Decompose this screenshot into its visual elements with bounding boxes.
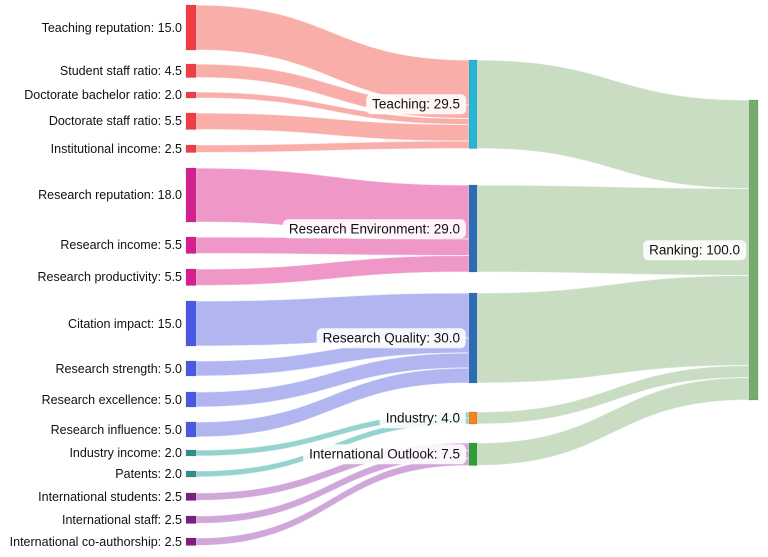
sankey-node-teaching-reputation[interactable]	[185, 4, 197, 51]
sankey-link-research-environment-to-ranking[interactable]	[476, 184, 750, 277]
sankey-node-research-reputation[interactable]	[185, 167, 197, 223]
sankey-node-international-co-authorship[interactable]	[185, 537, 197, 546]
sankey-link-citation-impact-to-research-quality[interactable]	[195, 292, 470, 347]
sankey-node-industry[interactable]	[468, 411, 478, 425]
sankey-link-research-income-to-research-environment[interactable]	[195, 236, 470, 257]
sankey-node-international-outlook[interactable]	[468, 442, 478, 466]
sankey-link-research-productivity-to-research-environment[interactable]	[195, 254, 470, 287]
sankey-node-institutional-income[interactable]	[185, 144, 197, 153]
sankey-link-teaching-to-ranking[interactable]	[476, 59, 750, 190]
sankey-node-research-excellence[interactable]	[185, 391, 197, 408]
sankey-link-research-reputation-to-research-environment[interactable]	[195, 167, 470, 240]
sankey-node-research-influence[interactable]	[185, 421, 197, 438]
sankey-node-research-productivity[interactable]	[185, 268, 197, 286]
sankey-link-institutional-income-to-teaching[interactable]	[195, 140, 470, 154]
sankey-node-international-staff[interactable]	[185, 515, 197, 524]
sankey-node-citation-impact[interactable]	[185, 300, 197, 347]
sankey-node-research-environment[interactable]	[468, 184, 478, 273]
sankey-node-ranking[interactable]	[748, 99, 759, 401]
sankey-node-international-students[interactable]	[185, 492, 197, 501]
sankey-node-research-income[interactable]	[185, 236, 197, 254]
sankey-node-patents[interactable]	[185, 470, 197, 478]
sankey-node-teaching[interactable]	[468, 59, 478, 149]
sankey-node-doctorate-staff-ratio[interactable]	[185, 112, 197, 130]
sankey-node-research-quality[interactable]	[468, 292, 478, 384]
sankey-node-doctorate-bachelor-ratio[interactable]	[185, 91, 197, 99]
sankey-node-student-staff-ratio[interactable]	[185, 63, 197, 78]
sankey-node-industry-income[interactable]	[185, 449, 197, 457]
sankey-node-research-strength[interactable]	[185, 360, 197, 377]
